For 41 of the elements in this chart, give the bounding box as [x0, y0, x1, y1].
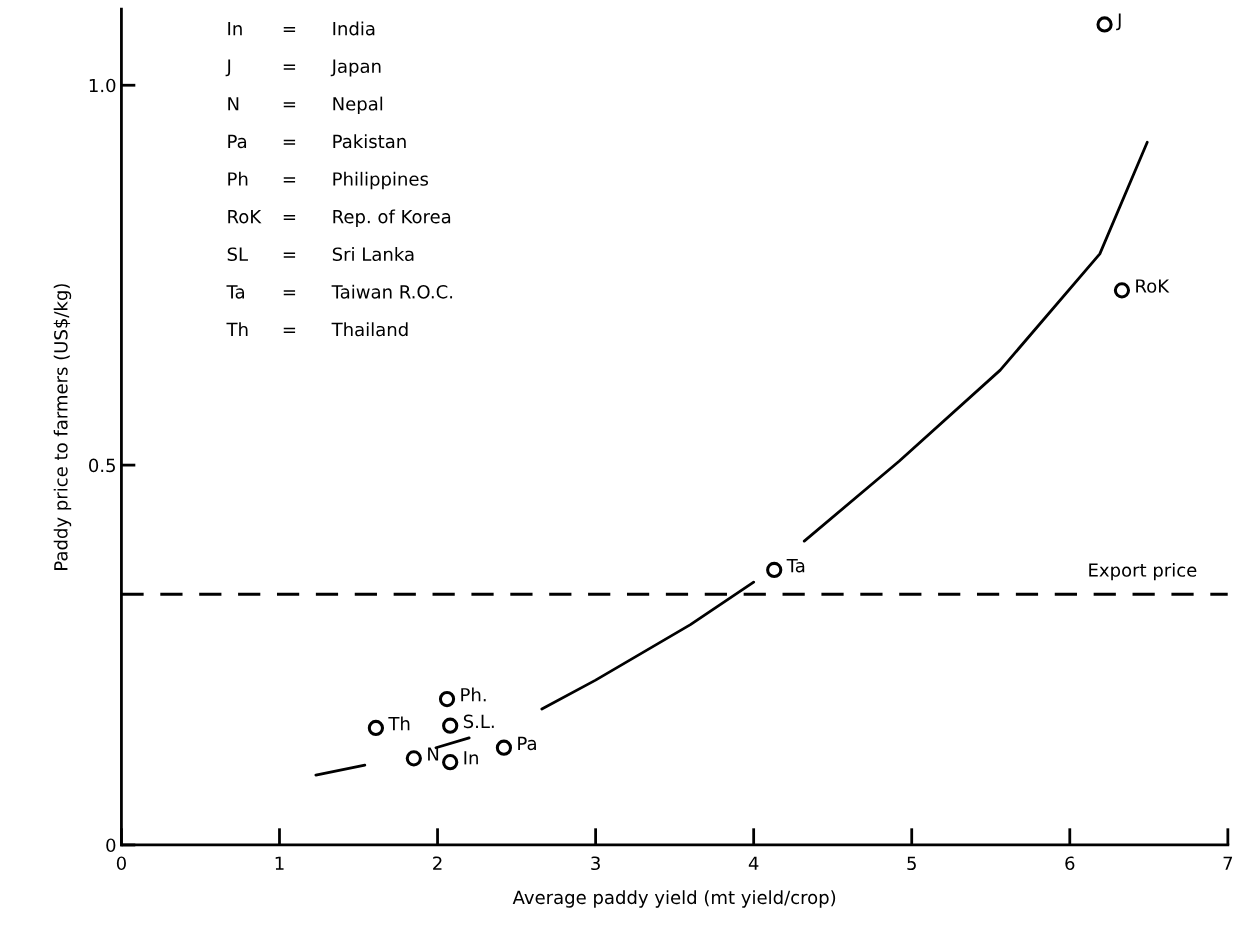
annotation: N — [428, 747, 439, 761]
y-tick-label: 1.0 — [89, 78, 116, 93]
y-axis-title: Paddy price to farmers (US$/kg) — [53, 284, 72, 570]
text: N = Nepal — [228, 96, 383, 115]
ref-line-label: Export price — [1089, 562, 1197, 581]
point — [1096, 16, 1113, 33]
text: RoK = Rep. of Korea — [228, 209, 451, 227]
x-tick-label: 5 — [907, 856, 916, 871]
y-tick-label: 0 — [106, 838, 116, 853]
annotation: Pa — [518, 736, 536, 751]
text: J = Japan — [225, 59, 381, 77]
point — [442, 754, 459, 771]
point — [438, 690, 456, 708]
x-tick-label: 7 — [1223, 856, 1233, 870]
text: Th = Thailand — [226, 322, 408, 337]
annotation: RoK — [1136, 279, 1170, 293]
text: SL = Sri Lanka — [227, 247, 414, 262]
x-tick-label: 1 — [275, 856, 284, 870]
annotation: Ta — [786, 558, 805, 573]
x-axis-title: Average paddy yield (mt yield/crop) — [512, 890, 836, 908]
point — [367, 719, 385, 737]
text: Ta = Taiwan R.O.C. — [226, 284, 453, 299]
x-tick-label: 4 — [748, 856, 759, 870]
point — [766, 561, 783, 579]
x-tick-label: 6 — [1065, 856, 1075, 871]
text: In = India — [228, 21, 375, 36]
x-tick-label: 0 — [116, 856, 126, 871]
annotation: In — [464, 751, 478, 765]
annotation: S.L. — [463, 714, 494, 729]
point — [495, 739, 513, 756]
y-tick-label: 0.5 — [89, 458, 115, 473]
x-tick-label: 2 — [433, 856, 442, 870]
point — [405, 750, 422, 767]
x-tick-label: 3 — [591, 856, 600, 871]
text: Ph = Philippines — [228, 171, 429, 190]
point — [1113, 282, 1131, 299]
annotation: Th — [388, 716, 410, 731]
point — [442, 717, 459, 734]
annotation: Ph. — [461, 687, 486, 702]
text: Pa = Pakistan — [228, 134, 406, 149]
annotation: J — [1116, 13, 1121, 31]
